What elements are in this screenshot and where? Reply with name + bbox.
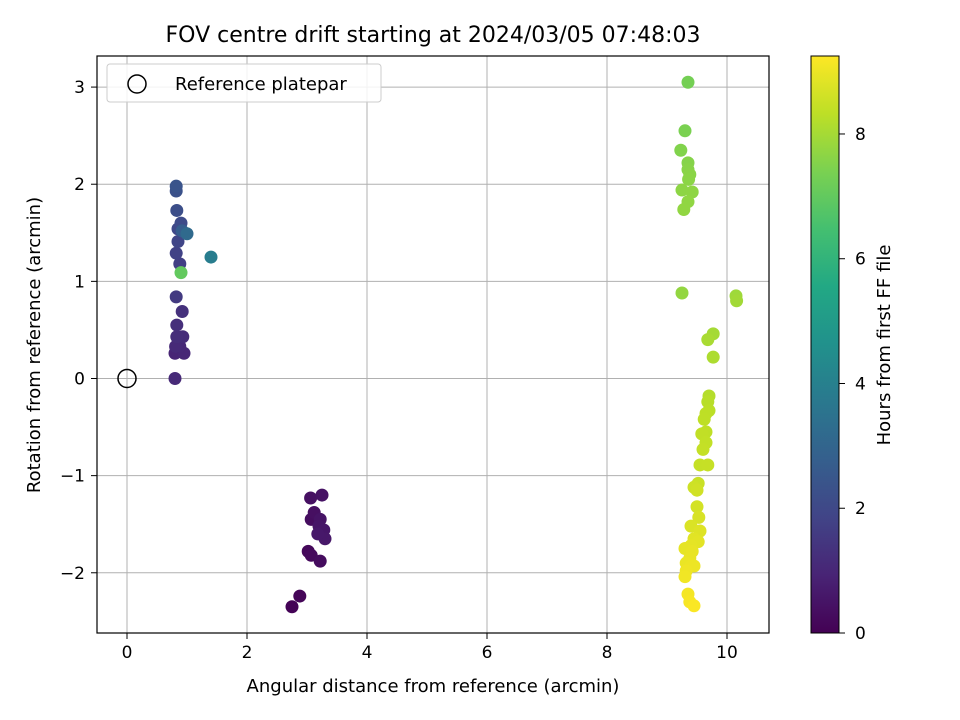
data-point [170,330,184,344]
data-point [169,179,183,193]
y-axis-ticks: −2 −1 0 1 2 3 [60,78,97,584]
plot-frame [96,55,770,634]
data-point [170,318,184,332]
legend-box [106,63,382,103]
data-point [701,458,715,472]
data-point [169,290,183,304]
data-point [171,235,185,249]
x-tick-label: 8 [602,643,613,663]
x-axis-label: Angular distance from reference (arcmin) [247,676,620,697]
colorbar-tick-label: 4 [855,374,866,394]
data-point [674,143,688,157]
y-tick-label: −1 [60,467,85,487]
data-point [315,488,329,502]
colorbar [810,55,840,634]
y-tick-label: 0 [74,369,85,389]
x-tick-label: 2 [242,643,253,663]
colorbar-tick-label: 8 [855,125,866,145]
y-tick-label: 1 [74,272,85,292]
legend-entry-reference: Reference platepar [175,74,347,95]
data-point [687,599,701,613]
data-point [175,304,189,318]
data-point [701,333,715,347]
grid [97,56,769,633]
colorbar-tick-label: 2 [855,499,866,519]
data-point [204,250,218,264]
data-point [311,527,325,541]
data-point [313,554,327,568]
data-point [696,442,710,456]
colorbar-tick-label: 0 [855,624,866,644]
chart-title: FOV centre drift starting at 2024/03/05 … [166,23,701,48]
data-point [706,350,720,364]
data-point [690,483,704,497]
data-point [678,124,692,138]
data-point [675,183,689,197]
data-point [682,172,696,186]
y-axis-label: Rotation from reference (arcmin) [24,197,45,493]
x-tick-label: 10 [716,643,738,663]
data-point [692,510,706,524]
data-point [678,570,692,584]
y-tick-label: 2 [74,175,85,195]
data-point [285,600,299,614]
reference-platepar-marker [117,368,137,389]
data-point [304,491,318,505]
x-tick-label: 6 [482,643,493,663]
data-point [697,412,711,426]
data-point [677,202,691,216]
x-axis-ticks: 0 2 4 6 8 10 [122,633,738,663]
data-points [168,75,744,614]
data-point [174,266,188,280]
data-point [170,203,184,217]
data-point [685,185,699,199]
x-tick-label: 0 [122,643,133,663]
data-point [169,246,183,260]
data-point [180,227,194,241]
x-tick-label: 4 [362,643,373,663]
data-point [293,589,307,603]
colorbar-label: Hours from first FF file [874,245,895,446]
data-point [681,75,695,89]
legend-marker-reference [127,74,147,94]
data-point [675,286,689,300]
colorbar-ticks: 0 2 4 6 8 [839,125,866,644]
data-point [690,500,704,514]
data-point [169,339,183,353]
legend: Reference platepar [106,63,382,103]
y-tick-label: 3 [74,78,85,98]
data-point [168,371,182,385]
y-tick-label: −2 [60,564,85,584]
colorbar-tick-label: 6 [855,250,866,270]
data-point [730,294,744,308]
